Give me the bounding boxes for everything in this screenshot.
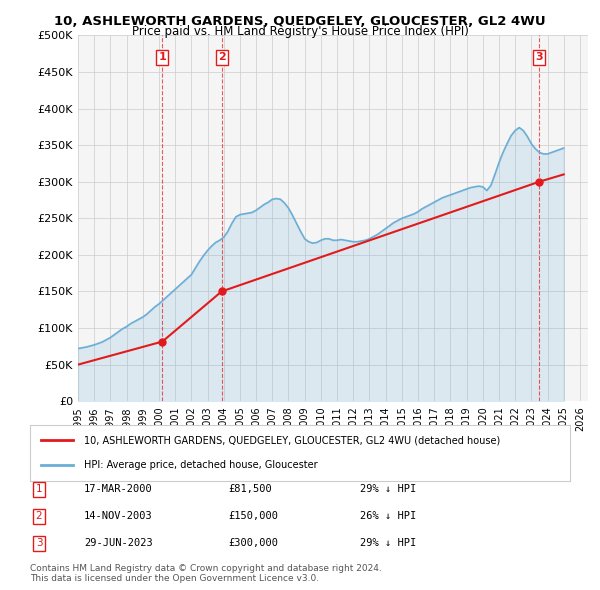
- Text: 3: 3: [35, 539, 43, 548]
- Text: 14-NOV-2003: 14-NOV-2003: [84, 512, 153, 521]
- Text: 29% ↓ HPI: 29% ↓ HPI: [360, 539, 416, 548]
- Text: 26% ↓ HPI: 26% ↓ HPI: [360, 512, 416, 521]
- Text: 17-MAR-2000: 17-MAR-2000: [84, 484, 153, 494]
- Text: £81,500: £81,500: [228, 484, 272, 494]
- Text: £150,000: £150,000: [228, 512, 278, 521]
- Text: Contains HM Land Registry data © Crown copyright and database right 2024.
This d: Contains HM Land Registry data © Crown c…: [30, 563, 382, 583]
- Text: 1: 1: [158, 53, 166, 63]
- Text: 3: 3: [535, 53, 543, 63]
- Text: £300,000: £300,000: [228, 539, 278, 548]
- Text: 10, ASHLEWORTH GARDENS, QUEDGELEY, GLOUCESTER, GL2 4WU (detached house): 10, ASHLEWORTH GARDENS, QUEDGELEY, GLOUC…: [84, 435, 500, 445]
- Text: 29% ↓ HPI: 29% ↓ HPI: [360, 484, 416, 494]
- Text: 29-JUN-2023: 29-JUN-2023: [84, 539, 153, 548]
- Text: 10, ASHLEWORTH GARDENS, QUEDGELEY, GLOUCESTER, GL2 4WU: 10, ASHLEWORTH GARDENS, QUEDGELEY, GLOUC…: [54, 15, 546, 28]
- Text: 2: 2: [35, 512, 43, 521]
- Text: 1: 1: [35, 484, 43, 494]
- Text: 2: 2: [218, 53, 226, 63]
- Text: Price paid vs. HM Land Registry's House Price Index (HPI): Price paid vs. HM Land Registry's House …: [131, 25, 469, 38]
- Text: HPI: Average price, detached house, Gloucester: HPI: Average price, detached house, Glou…: [84, 460, 317, 470]
